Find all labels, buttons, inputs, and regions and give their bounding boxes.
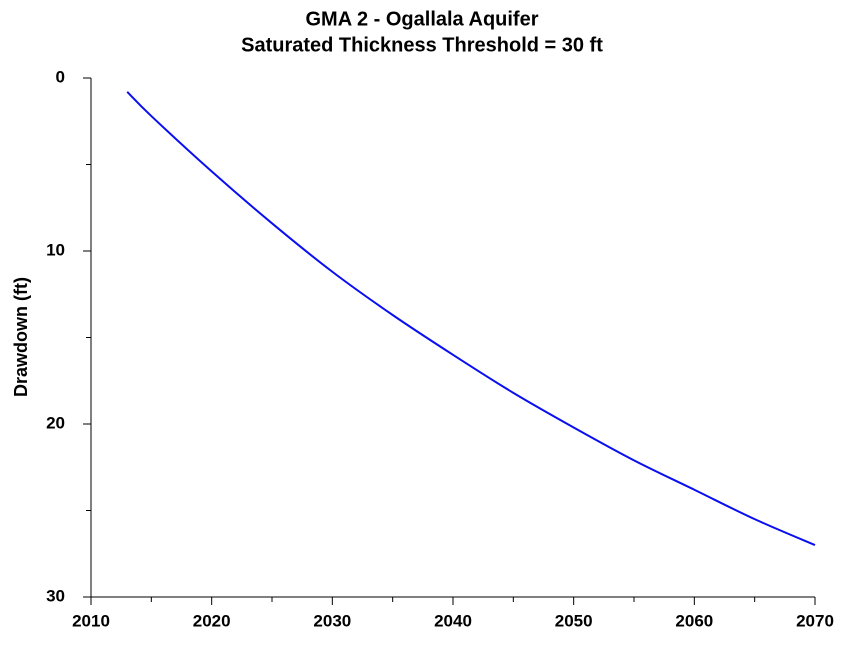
y-tick-label: 20: [46, 413, 65, 432]
y-tick-label: 10: [46, 240, 65, 259]
chart-title: GMA 2 - Ogallala Aquifer: [306, 8, 539, 30]
chart-subtitle: Saturated Thickness Threshold = 30 ft: [241, 34, 603, 56]
y-tick-label: 0: [56, 67, 65, 86]
x-tick-label: 2010: [72, 611, 110, 630]
x-tick-label: 2020: [193, 611, 231, 630]
x-tick-label: 2040: [434, 611, 472, 630]
data-line: [126, 91, 816, 547]
y-axis-label: Drawdown (ft): [11, 277, 31, 397]
x-tick-label: 2060: [675, 611, 713, 630]
y-tick-label: 30: [46, 586, 65, 605]
x-tick-label: 2050: [555, 611, 593, 630]
x-tick-label: 2030: [313, 611, 351, 630]
x-tick-label: 2070: [796, 611, 834, 630]
